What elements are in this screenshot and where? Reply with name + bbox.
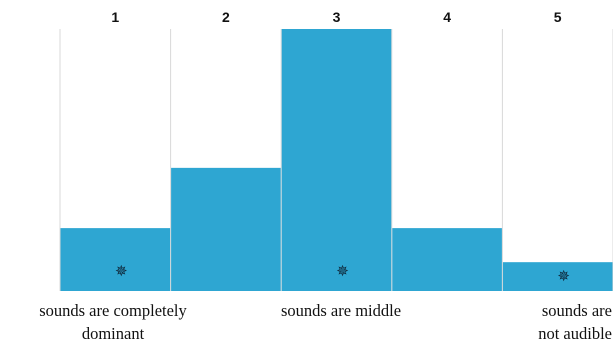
category-label-1: 1 xyxy=(111,9,119,25)
category-label-4: 4 xyxy=(443,9,451,25)
bar-3 xyxy=(281,29,392,291)
annotation-right-line2: not audible xyxy=(538,324,612,343)
bar-5 xyxy=(502,262,613,291)
annotation-left-line1: sounds are completely xyxy=(39,301,187,320)
bar-4 xyxy=(392,228,502,291)
marker-5: ✵ xyxy=(557,267,570,285)
category-label-3: 3 xyxy=(333,9,341,25)
category-label-5: 5 xyxy=(554,9,562,25)
scale-annotations: sounds are completely dominant sounds ar… xyxy=(39,301,612,343)
significance-markers: ✵ ✵ ✵ xyxy=(115,262,570,285)
annotation-middle: sounds are middle xyxy=(281,301,401,320)
bar-1 xyxy=(60,228,171,291)
category-label-2: 2 xyxy=(222,9,230,25)
bars xyxy=(60,29,613,291)
marker-3: ✵ xyxy=(336,262,349,280)
column-gridlines xyxy=(59,29,613,291)
bar-2 xyxy=(171,167,281,291)
annotation-right-line1: sounds are xyxy=(542,301,612,320)
marker-1: ✵ xyxy=(115,262,128,280)
annotation-left-line2: dominant xyxy=(82,324,145,343)
category-labels: 1 2 3 4 5 xyxy=(111,9,561,25)
